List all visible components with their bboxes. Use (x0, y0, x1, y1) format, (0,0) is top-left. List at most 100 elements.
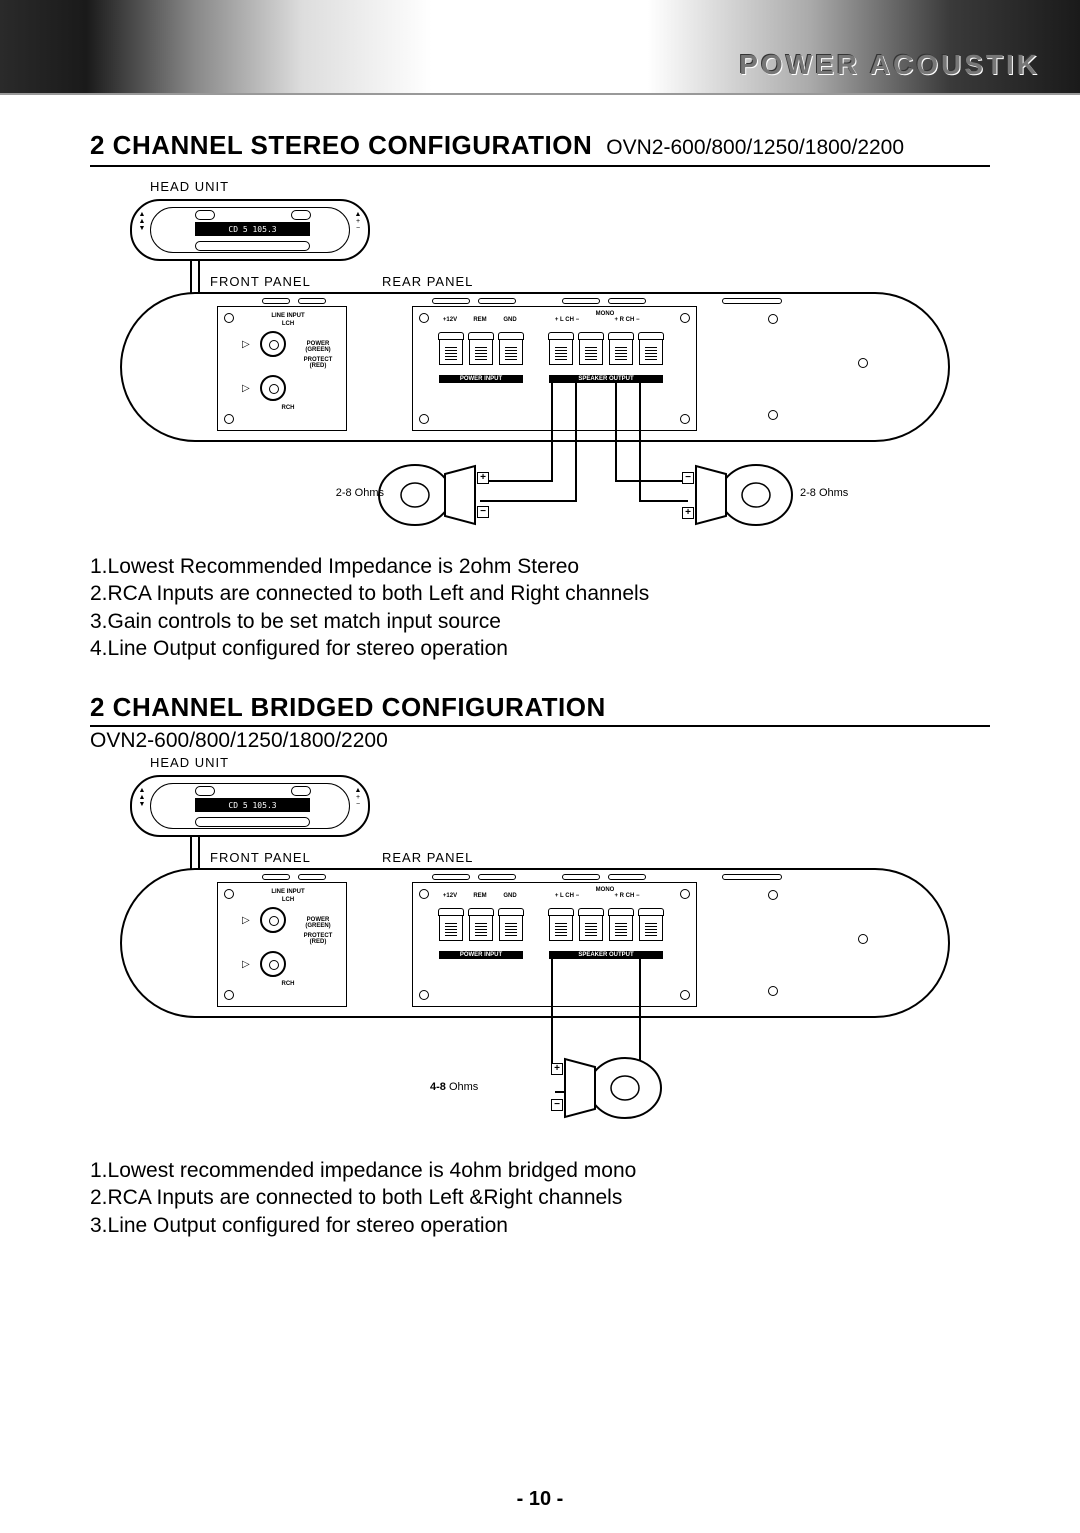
brand-logo: Power Acoustik (739, 49, 1040, 81)
section2: 2 CHANNEL BRIDGED CONFIGURATION OVN2-600… (90, 692, 990, 1239)
arrow-icon: ▷ (242, 383, 250, 394)
note-line: 1.Lowest Recommended Impedance is 2ohm S… (90, 553, 990, 580)
wire (615, 480, 688, 482)
label-rem: REM (469, 893, 491, 899)
label-ohms-center: 4-8 Ohms (430, 1081, 478, 1093)
front-panel: LINE INPUT LCH POWER (GREEN) PROTECT (RE… (217, 882, 347, 1007)
slot (262, 298, 290, 304)
wire (639, 500, 688, 502)
terminal (499, 337, 523, 365)
slot (432, 298, 470, 304)
label-front-panel: FRONT PANEL (210, 850, 311, 865)
note-line: 2.RCA Inputs are connected to both Left … (90, 1184, 990, 1211)
terminal (439, 337, 463, 365)
head-plus-minus-icon: ▲+− (352, 787, 364, 808)
terminal (639, 337, 663, 365)
screw-icon (858, 358, 868, 368)
label-rch: RCH (258, 405, 318, 411)
note-line: 1.Lowest recommended impedance is 4ohm b… (90, 1157, 990, 1184)
terminal (579, 913, 603, 941)
wire (551, 382, 553, 482)
section1-models: OVN2-600/800/1250/1800/2200 (606, 136, 904, 160)
rca-left (260, 331, 286, 357)
slot (262, 874, 290, 880)
screw-icon (419, 414, 429, 424)
screw-icon (768, 986, 778, 996)
slot (478, 874, 516, 880)
head-unit: CD 5 105.3 ▲▲▼ ▲+− (130, 199, 370, 261)
head-unit-inner: CD 5 105.3 (150, 207, 350, 253)
polarity-plus: + (551, 1063, 563, 1075)
head-display: CD 5 105.3 (195, 798, 310, 812)
label-power-green: POWER (GREEN) (294, 341, 342, 353)
polarity-minus: − (551, 1099, 563, 1111)
screw-icon (768, 314, 778, 324)
section1-title-row: 2 CHANNEL STEREO CONFIGURATION OVN2-600/… (90, 130, 990, 167)
head-display: CD 5 105.3 (195, 222, 310, 236)
page-content: 2 CHANNEL STEREO CONFIGURATION OVN2-600/… (0, 95, 1080, 1239)
slot (478, 298, 516, 304)
rca-right (260, 375, 286, 401)
screw-icon (768, 890, 778, 900)
label-speaker-output: SPEAKER OUTPUT (549, 951, 663, 959)
header-band: Power Acoustik (0, 0, 1080, 95)
wire (615, 382, 617, 482)
note-line: 3.Line Output configured for stereo oper… (90, 1212, 990, 1239)
terminal (469, 913, 493, 941)
slot (722, 874, 782, 880)
label-gnd: GND (499, 317, 521, 323)
label-front-panel: FRONT PANEL (210, 274, 311, 289)
slot (432, 874, 470, 880)
section2-title-row: 2 CHANNEL BRIDGED CONFIGURATION (90, 692, 990, 727)
label-power-green: POWER (GREEN) (294, 917, 342, 929)
screw-icon (680, 990, 690, 1000)
label-12v: +12V (439, 317, 461, 323)
screw-icon (680, 889, 690, 899)
label-rear-panel: REAR PANEL (382, 274, 473, 289)
label-protect-red: PROTECT (RED) (294, 357, 342, 369)
section2-title: 2 CHANNEL BRIDGED CONFIGURATION (90, 692, 990, 723)
speaker-left: + − (375, 462, 485, 528)
terminal (499, 913, 523, 941)
polarity-plus: + (682, 507, 694, 519)
screw-icon (224, 414, 234, 424)
screw-icon (680, 414, 690, 424)
label-lch2: + L CH − (553, 317, 581, 323)
wire (480, 480, 553, 482)
head-arrow-up-icon: ▲▲▼ (136, 787, 148, 808)
head-btn-row (195, 241, 310, 251)
rca-left (260, 907, 286, 933)
front-panel: LINE INPUT LCH POWER (GREEN) PROTECT (RE… (217, 306, 347, 431)
section1-title: 2 CHANNEL STEREO CONFIGURATION (90, 130, 592, 161)
page-number: - 10 - (0, 1488, 1080, 1511)
note-line: 3.Gain controls to be set match input so… (90, 608, 990, 635)
section1-notes: 1.Lowest Recommended Impedance is 2ohm S… (90, 553, 990, 662)
terminal (469, 337, 493, 365)
screw-icon (224, 313, 234, 323)
head-btn (195, 210, 215, 220)
terminal (549, 913, 573, 941)
label-rch: RCH (258, 981, 318, 987)
speaker-bridged (555, 1055, 665, 1121)
label-ohms-left: 2-8 Ohms (336, 487, 384, 499)
label-rear-panel: REAR PANEL (382, 850, 473, 865)
wire (575, 382, 577, 502)
slot (562, 298, 600, 304)
slot (608, 298, 646, 304)
arrow-icon: ▷ (242, 915, 250, 926)
label-head-unit: HEAD UNIT (150, 755, 229, 770)
section2-models: OVN2-600/800/1250/1800/2200 (90, 729, 990, 753)
label-ohms-right: 2-8 Ohms (800, 487, 848, 499)
slot (562, 874, 600, 880)
head-unit-inner: CD 5 105.3 (150, 783, 350, 829)
section2-notes: 1.Lowest recommended impedance is 4ohm b… (90, 1157, 990, 1239)
label-rch2: + R CH − (613, 317, 641, 323)
terminal (439, 913, 463, 941)
terminal (549, 337, 573, 365)
slot (298, 298, 326, 304)
polarity-plus: + (477, 472, 489, 484)
label-power-input: POWER INPUT (439, 375, 523, 383)
head-plus-minus-icon: ▲+− (352, 211, 364, 232)
wire (480, 500, 577, 502)
label-protect-red: PROTECT (RED) (294, 933, 342, 945)
